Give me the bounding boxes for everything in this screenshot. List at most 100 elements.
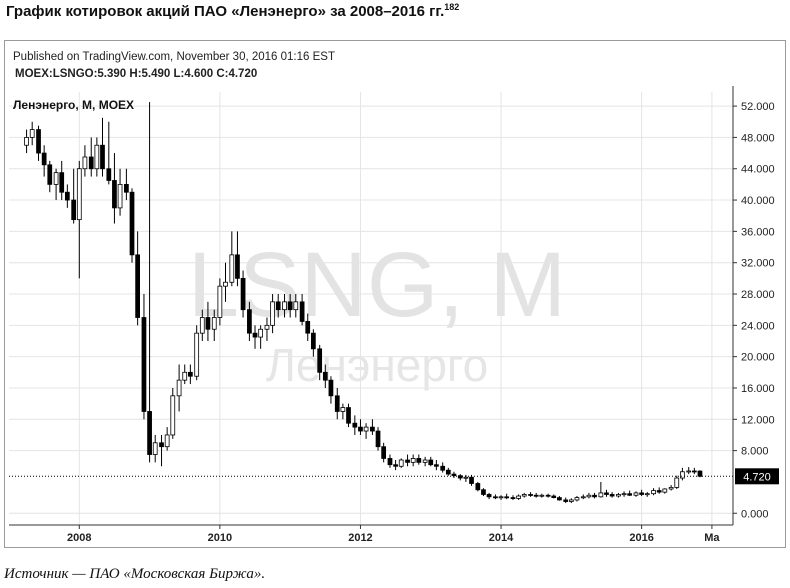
candle-body xyxy=(287,301,293,311)
candle-body xyxy=(469,476,474,484)
source-caption: Источник — ПАО «Московская Биржа». xyxy=(4,566,266,582)
candle-body xyxy=(205,317,211,330)
current-price-label: 4.720 xyxy=(743,471,771,483)
candle-body xyxy=(656,490,662,493)
candle-body xyxy=(639,492,644,495)
candle-body xyxy=(258,328,264,338)
candle-body xyxy=(29,129,35,138)
candle-body xyxy=(112,180,117,209)
candle-body xyxy=(539,494,545,497)
y-tick-label: 20.000 xyxy=(741,352,775,364)
candle-body xyxy=(159,442,164,448)
chart-frame: Published on TradingView.com, November 3… xyxy=(4,40,786,548)
watermark-name: Ленэнерго xyxy=(266,339,489,391)
candle-body xyxy=(322,371,328,381)
y-tick-label: 44.000 xyxy=(741,164,775,176)
candle-body xyxy=(340,407,346,412)
candle-body xyxy=(416,458,422,463)
footnote-ref: 182 xyxy=(444,2,460,12)
candle-body xyxy=(82,156,88,170)
candle-body xyxy=(275,301,281,311)
candle-body xyxy=(293,301,299,311)
y-tick-label: 0.000 xyxy=(741,508,769,520)
candle-body xyxy=(41,152,47,166)
candle-body xyxy=(328,379,334,397)
page-title: График котировок акций ПАО «Ленэнерго» з… xyxy=(6,2,459,20)
candle-body xyxy=(393,464,398,467)
candle-body xyxy=(211,317,217,330)
candle-body xyxy=(521,494,527,497)
x-tick-label: 2008 xyxy=(67,532,91,544)
candle-body xyxy=(363,426,369,432)
candle-body xyxy=(317,348,323,373)
candle-body xyxy=(545,494,551,497)
candle-body xyxy=(644,493,650,496)
candle-body xyxy=(451,473,457,477)
candle-body xyxy=(352,422,358,428)
y-tick-label: 24.000 xyxy=(741,320,775,332)
candle-body xyxy=(405,459,410,463)
candle-body xyxy=(510,497,516,499)
candle-body xyxy=(616,494,621,497)
candle-body xyxy=(124,183,129,193)
candle-body xyxy=(668,487,674,490)
candle-body xyxy=(680,471,685,479)
candle-body xyxy=(387,458,393,466)
candle-body xyxy=(147,411,152,455)
candle-body xyxy=(170,395,176,436)
candle-body xyxy=(381,446,387,459)
candle-body xyxy=(633,492,639,496)
candle-body xyxy=(217,285,223,318)
y-tick-label: 28.000 xyxy=(741,289,775,301)
candle-body xyxy=(194,332,200,377)
y-tick-label: 32.000 xyxy=(741,258,775,270)
x-tick-label: 2010 xyxy=(208,532,232,544)
candle-body xyxy=(528,494,533,496)
candle-body xyxy=(410,458,416,463)
candle-body xyxy=(686,470,692,473)
candle-body xyxy=(504,496,510,499)
candle-body xyxy=(463,476,469,479)
candle-body xyxy=(187,371,193,377)
candle-body xyxy=(240,277,246,311)
candle-body xyxy=(229,254,235,283)
candle-body xyxy=(199,317,205,334)
candle-body xyxy=(598,492,604,498)
candle-body xyxy=(358,426,363,432)
candle-body xyxy=(141,317,147,412)
y-tick-label: 36.000 xyxy=(741,226,775,238)
candle-body xyxy=(697,470,703,477)
candle-body xyxy=(64,191,70,201)
candle-body xyxy=(568,499,574,502)
candle-body xyxy=(592,494,597,498)
candle-body xyxy=(486,494,492,498)
candle-body xyxy=(551,495,557,498)
candle-body xyxy=(370,426,375,432)
candle-body xyxy=(129,191,135,256)
candle-body xyxy=(24,137,29,146)
candle-body xyxy=(627,493,633,496)
candle-body xyxy=(609,494,615,497)
y-tick-label: 52.000 xyxy=(741,101,775,113)
candle-body xyxy=(235,254,240,279)
candle-body xyxy=(88,156,94,170)
y-tick-label: 8.000 xyxy=(741,446,769,458)
candle-body xyxy=(135,254,141,318)
candle-body xyxy=(164,434,170,448)
candle-body xyxy=(440,465,446,471)
candle-body xyxy=(106,168,112,181)
candle-body xyxy=(100,144,105,170)
candle-body xyxy=(580,496,586,499)
candle-body xyxy=(398,459,404,467)
candle-body xyxy=(152,442,158,455)
series-legend: Ленэнерго, M, MOEX xyxy=(13,98,134,112)
candle-body xyxy=(47,164,53,185)
candle-body xyxy=(563,499,569,502)
candle-body xyxy=(305,321,311,334)
y-tick-label: 40.000 xyxy=(741,195,775,207)
candle-body xyxy=(586,494,592,498)
x-tick-label: 2014 xyxy=(489,532,514,544)
candle-body xyxy=(428,459,434,466)
candle-body xyxy=(264,324,270,330)
